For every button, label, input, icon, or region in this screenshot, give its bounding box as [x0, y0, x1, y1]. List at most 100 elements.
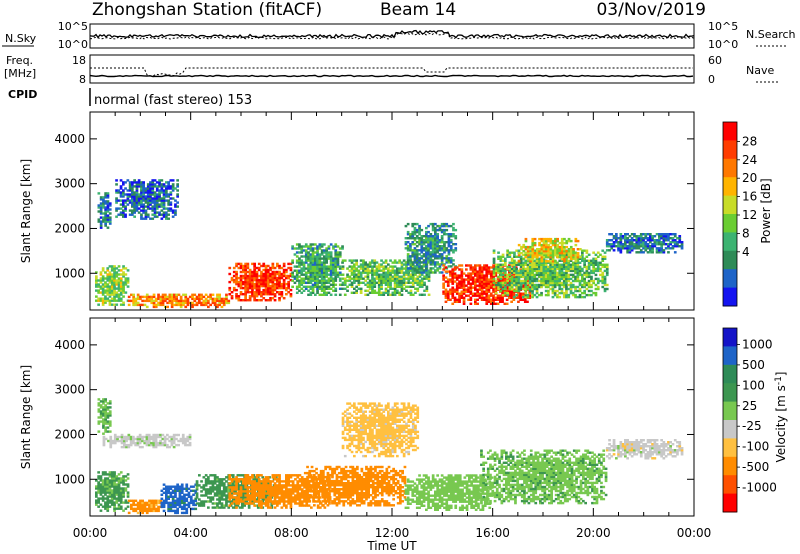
heatmap-cell: [327, 265, 331, 268]
heatmap-cell: [524, 251, 528, 254]
nave-label: Nave: [746, 64, 774, 77]
y-tick-label: 2000: [54, 221, 85, 235]
heatmap-cell: [329, 283, 333, 286]
heatmap-cell: [547, 256, 550, 259]
heatmap-cell: [409, 261, 412, 264]
heatmap-cell: [106, 485, 110, 488]
heatmap-cell: [162, 215, 166, 218]
heatmap-cell: [529, 252, 532, 255]
heatmap-cell: [562, 291, 566, 295]
heatmap-cell: [134, 299, 138, 303]
heatmap-cell: [646, 243, 650, 246]
heatmap-cell: [585, 269, 589, 273]
heatmap-cell: [302, 261, 306, 264]
heatmap-cell: [551, 275, 555, 279]
freq-label: Freq.: [6, 54, 33, 67]
heatmap-cell: [504, 281, 507, 285]
heatmap-cell: [420, 243, 424, 246]
heatmap-cell: [157, 297, 160, 301]
heatmap-cell: [216, 305, 219, 309]
heatmap-cell: [140, 191, 143, 194]
heatmap-cell: [140, 193, 143, 196]
heatmap-cell: [115, 489, 119, 492]
heatmap-cell: [289, 295, 293, 298]
heatmap-cell: [209, 496, 212, 499]
heatmap-cell: [462, 290, 466, 293]
heatmap-cell: [375, 261, 379, 264]
heatmap-cell: [429, 222, 433, 226]
heatmap-cell: [119, 273, 123, 276]
heatmap-cell: [251, 291, 254, 294]
heatmap-cell: [334, 243, 338, 246]
heatmap-cell: [117, 191, 121, 194]
heatmap-cell: [644, 235, 648, 238]
heatmap-cell: [124, 207, 127, 210]
heatmap-cell: [170, 303, 174, 307]
heatmap-cell: [176, 179, 179, 182]
heatmap-cell: [165, 491, 168, 494]
heatmap-cell: [149, 193, 152, 196]
heatmap-cell: [307, 289, 310, 292]
heatmap-cell: [476, 298, 479, 301]
heatmap-cell: [531, 243, 535, 247]
heatmap-cell: [558, 248, 562, 251]
heatmap-cell: [551, 279, 555, 283]
heatmap-cell: [547, 267, 550, 271]
heatmap-cell: [155, 205, 159, 208]
heatmap-cell: [587, 271, 591, 275]
heatmap-cell: [465, 284, 468, 287]
heatmap-cell: [242, 293, 245, 296]
heatmap-cell: [204, 303, 208, 307]
heatmap-cell: [225, 486, 228, 489]
heatmap-cell: [108, 299, 112, 302]
heatmap-cell: [556, 250, 559, 253]
heatmap-cell: [160, 203, 164, 206]
heatmap-cell: [524, 287, 528, 291]
heatmap-cell: [269, 299, 272, 302]
heatmap-cell: [169, 201, 173, 204]
heatmap-cell: [453, 272, 457, 275]
heatmap-cell: [529, 245, 532, 249]
heatmap-cell: [429, 239, 433, 242]
heatmap-cell: [99, 273, 103, 276]
heatmap-cell: [560, 273, 564, 277]
heatmap-cell: [235, 270, 238, 274]
heatmap-cell: [429, 247, 433, 250]
heatmap-cell: [389, 275, 392, 278]
heatmap-cell: [387, 291, 390, 294]
heatmap-cell: [228, 498, 232, 501]
heatmap-cell: [505, 278, 509, 281]
heatmap-cell: [444, 280, 448, 283]
heatmap-cell: [608, 233, 611, 236]
heatmap-cell: [660, 241, 663, 244]
heatmap-cell: [384, 271, 388, 274]
heatmap-cell: [409, 243, 412, 246]
heatmap-cell: [368, 269, 372, 272]
heatmap-cell: [108, 216, 112, 219]
heatmap-cell: [371, 267, 374, 270]
heatmap-cell: [350, 271, 354, 274]
heatmap-cell: [122, 487, 125, 490]
heatmap-cell: [581, 275, 584, 279]
heatmap-cell: [371, 271, 374, 274]
heatmap-cell: [228, 496, 232, 499]
heatmap-cell: [113, 297, 116, 300]
heatmap-cell: [409, 275, 413, 278]
heatmap-cell: [644, 249, 648, 252]
heatmap-cell: [418, 293, 422, 296]
heatmap-cell: [329, 259, 333, 262]
heatmap-cell: [480, 294, 484, 297]
heatmap-cell: [99, 277, 103, 280]
y-tick-label: 3000: [54, 177, 85, 191]
heatmap-cell: [104, 507, 107, 510]
heatmap-cell: [581, 295, 584, 299]
heatmap-cell: [280, 276, 284, 280]
heatmap-cell: [497, 257, 500, 260]
heatmap-cell: [246, 280, 250, 284]
heatmap-cell: [269, 293, 272, 296]
heatmap-cell: [180, 491, 184, 494]
heatmap-cell: [229, 484, 233, 487]
heatmap-cell: [158, 181, 161, 184]
heatmap-cell: [325, 293, 328, 296]
heatmap-cell: [160, 199, 164, 202]
